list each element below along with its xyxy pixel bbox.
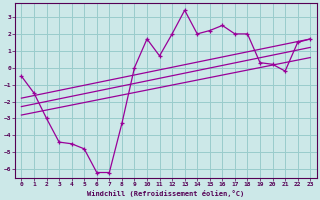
X-axis label: Windchill (Refroidissement éolien,°C): Windchill (Refroidissement éolien,°C) bbox=[87, 190, 244, 197]
